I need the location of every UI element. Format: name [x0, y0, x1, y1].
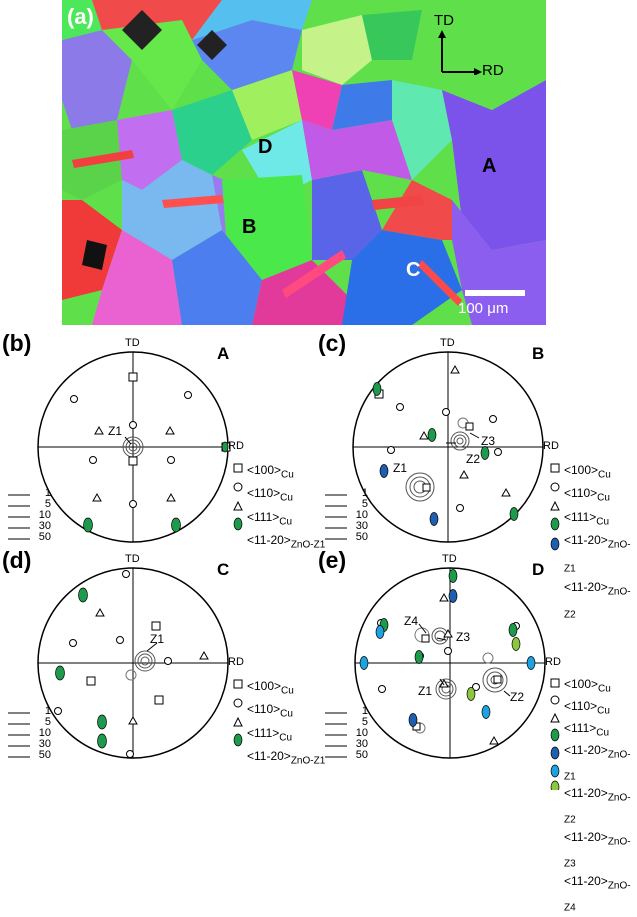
- contour-levels-c: 1 5 10 30 50: [355, 487, 368, 543]
- pf-e-grain: D: [532, 560, 545, 579]
- pf-d-grain: C: [217, 560, 230, 579]
- legend-symbols-b: [233, 463, 243, 531]
- legend-text-d: <100>Cu <110>Cu <111>Cu <11-20>ZnO-Z1: [247, 679, 326, 767]
- panel-b-label: (b): [2, 330, 32, 356]
- pf-c-rd: RD: [543, 440, 559, 452]
- pf-c-grain: B: [532, 344, 545, 363]
- legend-symbols-c: [550, 463, 560, 551]
- pf-c-zone-z1: Z1: [393, 461, 408, 475]
- grain-b-label: B: [242, 216, 257, 238]
- legend-symbols-d: [233, 679, 243, 747]
- pf-b-td: TD: [125, 337, 140, 349]
- pf-d-td: TD: [125, 553, 140, 565]
- pf-e-zone-z4: Z4: [404, 614, 419, 628]
- contour-levels-d: 1 5 10 30 50: [38, 705, 51, 761]
- scale-bar: [465, 290, 525, 296]
- panel-e-label: (e): [318, 547, 347, 573]
- pf-e-rd: RD: [545, 656, 561, 668]
- pole-figure-b: [37, 351, 231, 543]
- grain-c-label: C: [406, 259, 421, 281]
- grain-d-label: D: [258, 136, 273, 158]
- pf-b-rd: RD: [228, 440, 244, 452]
- pf-d-zone-z1: Z1: [150, 632, 165, 646]
- legend-text-b: <100>Cu <110>Cu <111>Cu <11-20>ZnO-Z1: [247, 463, 326, 551]
- contour-scale-b: [8, 494, 30, 540]
- ebsd-td-label: TD: [434, 12, 454, 29]
- legend-symbols-e: [550, 678, 560, 790]
- pf-b-zone-z1: Z1: [108, 424, 123, 438]
- legend-text-e: <100>Cu <110>Cu <111>Cu <11-20>ZnO-Z1 <1…: [564, 677, 631, 914]
- ebsd-grain-map-image: [62, 0, 546, 325]
- legend-text-c: <100>Cu <110>Cu <111>Cu <11-20>ZnO-Z1 <1…: [564, 463, 631, 621]
- contour-scale-c: [325, 494, 347, 540]
- panel-a-label: (a): [67, 4, 94, 29]
- pf-e-zone-z3: Z3: [456, 630, 471, 644]
- panel-d-label: (d): [2, 547, 32, 573]
- pf-e-zone-z2: Z2: [510, 690, 525, 704]
- contour-levels-b: 1 5 10 30 50: [38, 487, 51, 543]
- pole-figure-e: [354, 567, 546, 759]
- pf-b-grain: A: [217, 344, 230, 363]
- contour-scale-e: [325, 712, 347, 758]
- pf-c-zone-z2: Z2: [466, 452, 481, 466]
- pole-figure-c: [352, 351, 544, 543]
- contour-levels-e: 1 5 10 30 50: [355, 705, 368, 761]
- contour-scale-d: [8, 712, 30, 758]
- pf-e-td: TD: [442, 553, 457, 565]
- pf-e-zone-z1: Z1: [418, 684, 433, 698]
- scale-bar-label: 100 μm: [458, 300, 509, 317]
- ebsd-orientation-map: (a) TD RD D A B C 100 μm: [62, 0, 546, 325]
- pf-c-td: TD: [440, 337, 455, 349]
- ebsd-rd-label: RD: [482, 62, 504, 79]
- pf-d-rd: RD: [228, 656, 244, 668]
- axes-arrows-icon: [438, 30, 482, 75]
- pole-figure-d: [37, 567, 229, 759]
- grain-a-label: A: [482, 155, 497, 177]
- pf-c-zone-z3: Z3: [481, 434, 496, 448]
- panel-c-label: (c): [318, 330, 347, 356]
